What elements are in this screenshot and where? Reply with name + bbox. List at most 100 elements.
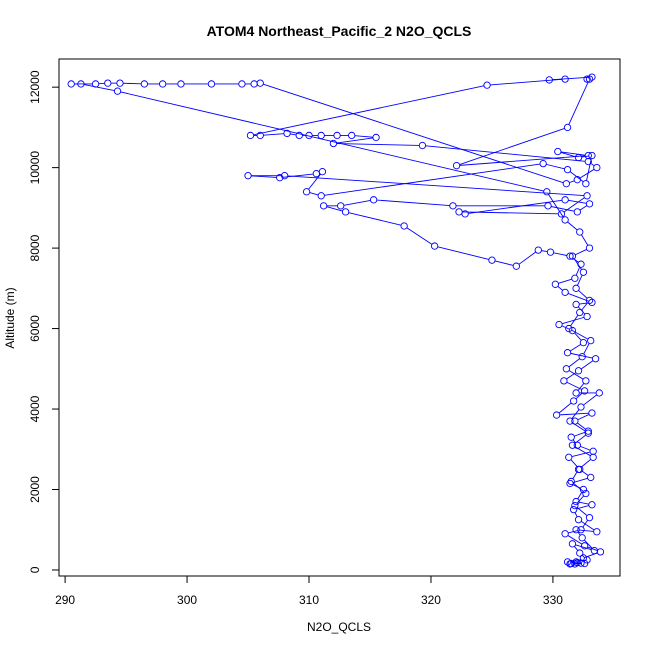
- series-segment: [263, 133, 284, 136]
- data-point: [574, 367, 583, 375]
- series-segment: [570, 352, 593, 359]
- series-segment: [551, 206, 575, 212]
- data-point: [582, 377, 590, 385]
- series-segment: [558, 402, 572, 414]
- data-point: [283, 129, 291, 138]
- x-axis: 290 300 310 320 330: [55, 576, 563, 607]
- data-point: [572, 497, 580, 506]
- data-point: [591, 355, 600, 363]
- x-axis-label: N2O_QCLS: [307, 620, 371, 634]
- series-segment: [590, 163, 595, 167]
- data-point: [583, 556, 591, 564]
- data-point: [577, 403, 585, 411]
- series-segment: [571, 451, 591, 457]
- series-segment: [354, 135, 373, 138]
- data-point: [568, 252, 577, 260]
- data-point: [568, 540, 577, 548]
- data-point: [587, 336, 595, 345]
- data-point: [302, 188, 311, 196]
- data-point: [551, 280, 560, 288]
- data-point: [207, 80, 216, 88]
- x-tick-label: 290: [55, 593, 75, 607]
- data-point: [570, 505, 578, 514]
- data-point: [573, 441, 581, 449]
- series-segment: [563, 197, 585, 213]
- series-segment: [574, 546, 579, 551]
- data-point: [452, 161, 461, 170]
- series-segment: [336, 143, 420, 146]
- data-point: [318, 168, 327, 176]
- series-segment: [287, 175, 584, 197]
- series-segment: [557, 285, 563, 291]
- series-segment: [561, 316, 585, 325]
- x-tick-label: 330: [543, 593, 563, 607]
- data-point: [563, 558, 572, 566]
- data-point: [562, 365, 570, 373]
- data-point: [177, 80, 185, 88]
- series-segment: [120, 91, 544, 192]
- data-point: [566, 479, 574, 488]
- data-point: [578, 353, 586, 361]
- data-point: [571, 417, 579, 425]
- data-point: [539, 159, 547, 168]
- data-point: [561, 75, 569, 83]
- series-segment: [579, 529, 594, 532]
- data-point: [589, 453, 597, 461]
- data-point: [140, 80, 149, 88]
- series-segment: [575, 544, 592, 551]
- series-segment: [577, 414, 590, 421]
- series-segment: [490, 78, 562, 86]
- y-tick-label: 4000: [28, 395, 42, 422]
- data-point: [372, 133, 380, 142]
- series-segment: [584, 539, 593, 549]
- data-point: [587, 473, 595, 482]
- data-point: [430, 242, 439, 250]
- data-point: [560, 377, 568, 385]
- series-segment: [572, 439, 576, 443]
- data-point: [582, 180, 590, 188]
- data-point: [305, 131, 313, 140]
- data-point: [67, 80, 75, 88]
- data-point: [574, 465, 583, 474]
- data-point: [77, 80, 85, 88]
- series-segment: [573, 483, 584, 492]
- series-segment: [577, 383, 585, 391]
- data-point: [295, 131, 303, 140]
- data-point: [580, 542, 589, 550]
- series-segment: [425, 145, 586, 162]
- series-segment: [568, 81, 589, 125]
- series-segment: [574, 431, 586, 437]
- data-point: [256, 131, 264, 140]
- series-segment: [568, 358, 580, 368]
- data-point: [566, 417, 574, 425]
- data-point: [554, 147, 562, 156]
- series-segment: [437, 246, 489, 260]
- data-point: [580, 387, 589, 395]
- series-segment: [587, 546, 598, 552]
- data-point: [572, 284, 580, 292]
- data-point: [563, 349, 572, 357]
- data-point: [584, 151, 592, 160]
- series-segment: [580, 445, 591, 451]
- x-tick-label: 300: [177, 593, 197, 607]
- series-segment: [376, 199, 450, 207]
- series-segment: [577, 507, 588, 516]
- series-segment: [84, 84, 115, 92]
- series-segment: [290, 133, 297, 136]
- data-point: [565, 324, 573, 333]
- y-axis-label: Altitude (m): [3, 287, 17, 348]
- series-segment: [577, 274, 583, 286]
- data-point: [588, 298, 596, 307]
- series-segment: [459, 128, 565, 166]
- data-point: [583, 192, 591, 200]
- data-point: [577, 526, 585, 534]
- data-point: [546, 248, 555, 256]
- series-segment: [406, 227, 433, 245]
- y-tick-label: 2000: [28, 476, 42, 503]
- data-point: [561, 216, 569, 224]
- data-point: [585, 296, 594, 305]
- series-segment: [580, 521, 595, 531]
- data-point: [312, 170, 320, 178]
- series-segment: [560, 151, 586, 156]
- data-point: [563, 123, 572, 132]
